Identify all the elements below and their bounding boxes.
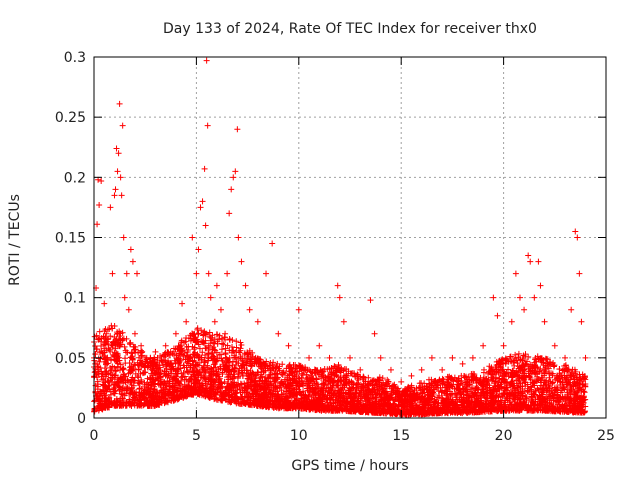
chart-title: Day 133 of 2024, Rate Of TEC Index for r… [163,21,537,37]
cloud-point [235,374,241,380]
cloud-point [124,336,130,342]
cloud-point [121,366,127,372]
cloud-point [233,338,239,344]
cloud-point [106,347,112,353]
cloud-point [127,340,133,346]
cloud-point [516,351,522,357]
cloud-point [141,370,147,376]
cloud-point [97,329,103,335]
cloud-point [219,346,225,352]
cloud-point [178,339,184,345]
cloud-point [229,344,235,350]
cloud-point [525,354,531,360]
